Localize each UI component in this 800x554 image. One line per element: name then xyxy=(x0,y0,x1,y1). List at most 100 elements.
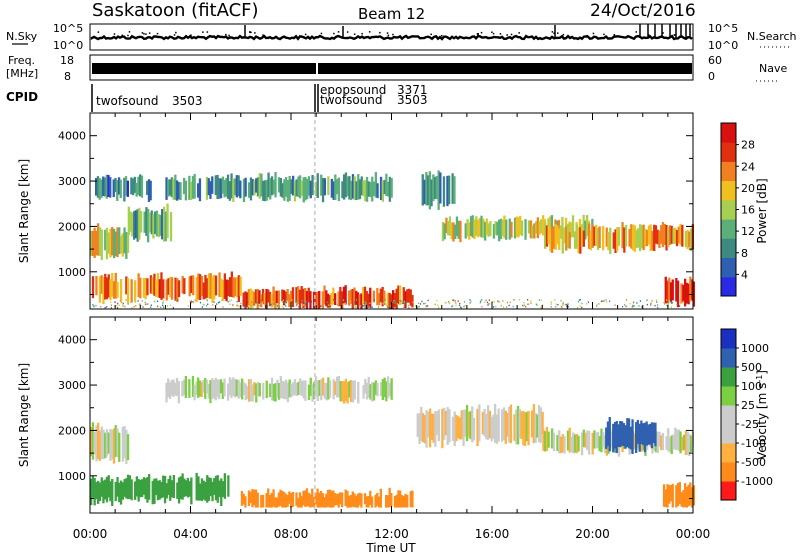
echo-cell xyxy=(369,287,372,308)
noise-speckle xyxy=(387,306,389,308)
echo-cell xyxy=(126,278,130,304)
noise-speckle xyxy=(150,306,152,308)
echo-cell xyxy=(385,173,388,197)
noise-search-dot xyxy=(441,34,443,37)
beam-title: Beam 12 xyxy=(358,5,425,23)
noise-speckle xyxy=(646,303,648,306)
echo-cell xyxy=(279,376,282,399)
echo-cell xyxy=(318,291,321,309)
noise-speckle xyxy=(296,303,298,306)
echo-cell xyxy=(98,227,102,256)
noise-search-dot xyxy=(346,31,349,33)
noise-speckle xyxy=(527,299,529,301)
noise-speckle xyxy=(354,301,356,304)
echo-cell xyxy=(212,380,216,399)
noise-search-dot xyxy=(145,33,147,35)
echo-cell xyxy=(485,218,488,236)
echo-cell xyxy=(453,411,456,447)
echo-cell xyxy=(406,289,409,303)
noise-right-tick-top: 10^5 xyxy=(708,22,738,35)
echo-cell xyxy=(142,477,146,495)
echo-cell xyxy=(446,407,449,445)
echo-cell xyxy=(441,408,444,449)
velocity-ytick-label: 4000 xyxy=(58,334,86,347)
power-colorbar-swatch xyxy=(721,161,736,182)
echo-cell xyxy=(571,215,575,238)
echo-cell xyxy=(524,219,527,240)
noise-speckle xyxy=(154,300,156,303)
echo-cell xyxy=(554,224,557,250)
echo-cell xyxy=(343,381,346,404)
noise-speckle xyxy=(491,301,493,303)
echo-cell xyxy=(644,228,647,247)
noise-speckle xyxy=(192,301,194,303)
echo-cell xyxy=(286,180,289,202)
echo-cell xyxy=(487,405,490,440)
noise-speckle xyxy=(636,302,638,304)
noise-speckle xyxy=(523,304,525,307)
noise-speckle xyxy=(355,305,357,308)
echo-cell xyxy=(558,228,561,250)
echo-cell xyxy=(158,480,161,500)
velocity-colorbar-swatch xyxy=(721,386,736,406)
echo-cell xyxy=(356,493,360,508)
noise-speckle xyxy=(291,299,293,301)
echo-cell xyxy=(349,289,353,304)
time-tick-label: 16:00 xyxy=(475,527,510,541)
echo-cell xyxy=(172,475,175,499)
echo-cell xyxy=(162,279,165,299)
echo-cell xyxy=(95,482,98,500)
noise-speckle xyxy=(605,299,607,301)
noise-speckle xyxy=(384,299,387,301)
echo-cell xyxy=(681,224,684,247)
power-colorbar-tick-label: 24 xyxy=(741,160,755,173)
power-colorbar-tick-label: 12 xyxy=(741,225,755,238)
echo-cell xyxy=(613,422,617,449)
noise-speckle xyxy=(670,306,672,308)
echo-cell xyxy=(443,407,446,440)
echo-cell xyxy=(321,493,324,508)
echo-cell xyxy=(218,480,221,498)
echo-cell xyxy=(686,431,689,456)
echo-cell xyxy=(624,425,627,449)
echo-cell xyxy=(91,231,95,256)
echo-cell xyxy=(169,211,173,242)
velocity-colorbar-swatch xyxy=(721,348,736,368)
noise-speckle xyxy=(190,301,192,304)
echo-cell xyxy=(306,178,309,200)
echo-cell xyxy=(326,489,330,507)
echo-cell xyxy=(148,474,151,500)
echo-cell xyxy=(523,412,527,446)
noise-search-dot xyxy=(480,31,483,34)
echo-cell xyxy=(175,180,179,201)
noise-search-dot xyxy=(127,34,129,37)
echo-cell xyxy=(466,219,469,237)
echo-cell xyxy=(221,481,225,497)
echo-cell xyxy=(677,226,680,244)
echo-cell xyxy=(487,223,490,237)
noise-speckle xyxy=(134,301,136,303)
echo-cell xyxy=(633,225,636,252)
echo-cell xyxy=(200,381,203,397)
echo-cell xyxy=(538,221,541,235)
noise-search-dot xyxy=(492,32,495,35)
echo-cell xyxy=(605,227,608,247)
echo-cell xyxy=(270,377,274,401)
echo-cell xyxy=(195,381,198,396)
echo-cell xyxy=(579,227,582,254)
echo-cell xyxy=(684,278,687,307)
echo-cell xyxy=(372,290,375,303)
echo-cell xyxy=(302,380,305,399)
echo-cell xyxy=(691,279,694,301)
echo-cell xyxy=(388,382,391,396)
echo-cell xyxy=(283,179,286,201)
echo-cell xyxy=(671,483,674,508)
echo-cell xyxy=(330,490,333,508)
noise-speckle xyxy=(555,306,557,308)
echo-cell xyxy=(119,480,123,505)
noise-speckle xyxy=(680,302,682,305)
echo-cell xyxy=(167,479,170,495)
echo-cell xyxy=(309,180,312,199)
echo-cell xyxy=(510,221,513,238)
echo-cell xyxy=(183,478,186,497)
